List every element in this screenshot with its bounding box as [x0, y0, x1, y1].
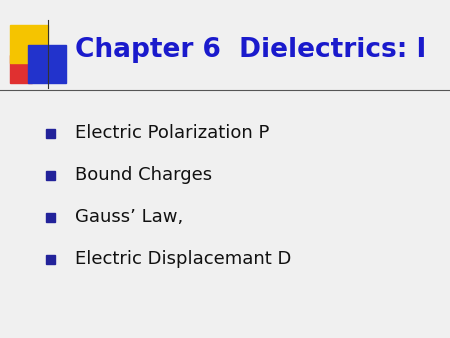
Text: Gauss’ Law,: Gauss’ Law,	[75, 208, 183, 226]
Bar	[46, 128, 55, 138]
Bar	[46, 170, 55, 179]
Bar	[28, 45, 66, 83]
Bar	[46, 255, 55, 264]
Text: Bound Charges: Bound Charges	[75, 166, 212, 184]
Text: Electric Displacemant D: Electric Displacemant D	[75, 250, 292, 268]
Bar	[10, 25, 48, 63]
Bar	[10, 55, 32, 83]
Bar	[46, 213, 55, 221]
Text: Chapter 6  Dielectrics: I: Chapter 6 Dielectrics: I	[75, 37, 426, 63]
Text: Electric Polarization P: Electric Polarization P	[75, 124, 270, 142]
